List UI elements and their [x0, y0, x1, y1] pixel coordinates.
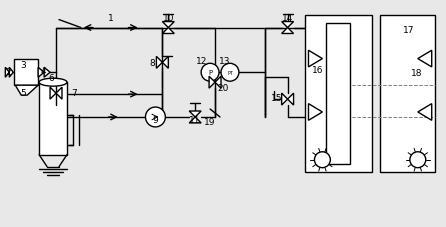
Text: 12: 12 [196, 57, 208, 66]
Circle shape [221, 64, 239, 82]
Text: 4: 4 [40, 67, 46, 75]
Ellipse shape [39, 79, 67, 87]
Circle shape [410, 152, 426, 168]
Text: 8: 8 [149, 59, 155, 67]
Polygon shape [215, 77, 221, 89]
Text: PT: PT [227, 70, 233, 75]
Text: 16: 16 [312, 65, 323, 74]
Text: 19: 19 [204, 118, 216, 127]
Polygon shape [281, 28, 293, 34]
Text: 3: 3 [21, 61, 26, 69]
Text: 15: 15 [271, 93, 282, 102]
Text: 20: 20 [217, 83, 229, 92]
Text: 14: 14 [282, 14, 293, 23]
Text: 11: 11 [190, 116, 201, 125]
Polygon shape [38, 68, 44, 78]
Polygon shape [309, 104, 322, 121]
Text: P: P [208, 70, 212, 76]
Bar [14, 60, 38, 86]
Polygon shape [9, 68, 13, 78]
Polygon shape [50, 88, 56, 100]
Text: 13: 13 [219, 57, 231, 66]
Bar [326, 23, 350, 164]
Text: 18: 18 [411, 69, 422, 77]
Text: 6: 6 [48, 73, 54, 82]
Polygon shape [5, 68, 9, 78]
Polygon shape [162, 57, 168, 69]
Polygon shape [157, 57, 162, 69]
Circle shape [201, 64, 219, 82]
Polygon shape [56, 88, 62, 100]
Text: 5: 5 [21, 88, 26, 97]
Circle shape [145, 108, 165, 127]
Polygon shape [162, 22, 174, 28]
Text: 1: 1 [108, 14, 114, 23]
Bar [305, 15, 372, 172]
Text: 9: 9 [153, 116, 158, 125]
Polygon shape [281, 22, 293, 28]
Text: 17: 17 [403, 26, 415, 35]
Polygon shape [162, 28, 174, 34]
Polygon shape [189, 111, 201, 117]
Polygon shape [44, 68, 50, 78]
Polygon shape [189, 117, 201, 123]
Polygon shape [309, 51, 322, 68]
Polygon shape [288, 94, 293, 106]
Text: 7: 7 [71, 88, 77, 97]
Circle shape [314, 152, 330, 168]
Polygon shape [418, 104, 432, 121]
Polygon shape [418, 51, 432, 68]
Text: 10: 10 [163, 14, 174, 23]
Polygon shape [281, 94, 288, 106]
Bar [380, 15, 435, 172]
Polygon shape [209, 77, 215, 89]
Polygon shape [15, 86, 38, 96]
Text: 2: 2 [5, 67, 11, 76]
Bar [39, 83, 67, 155]
